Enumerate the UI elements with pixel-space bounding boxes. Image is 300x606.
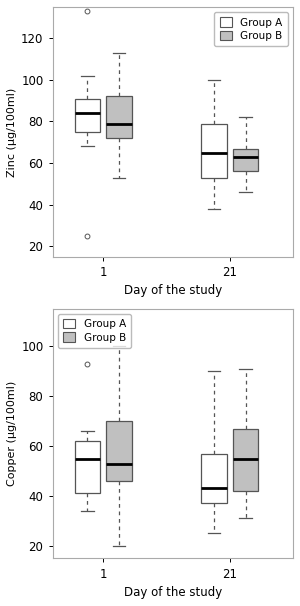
Legend: Group A, Group B: Group A, Group B xyxy=(214,12,288,46)
X-axis label: Day of the study: Day of the study xyxy=(124,284,222,298)
PathPatch shape xyxy=(75,99,100,132)
PathPatch shape xyxy=(233,148,258,171)
Y-axis label: Copper (µg/100ml): Copper (µg/100ml) xyxy=(7,381,17,486)
PathPatch shape xyxy=(106,421,132,481)
Legend: Group A, Group B: Group A, Group B xyxy=(58,314,131,348)
Y-axis label: Zinc (µg/100ml): Zinc (µg/100ml) xyxy=(7,87,17,176)
PathPatch shape xyxy=(75,441,100,493)
PathPatch shape xyxy=(201,124,226,178)
PathPatch shape xyxy=(201,453,226,504)
PathPatch shape xyxy=(106,96,132,138)
PathPatch shape xyxy=(233,428,258,491)
X-axis label: Day of the study: Day of the study xyxy=(124,586,222,599)
